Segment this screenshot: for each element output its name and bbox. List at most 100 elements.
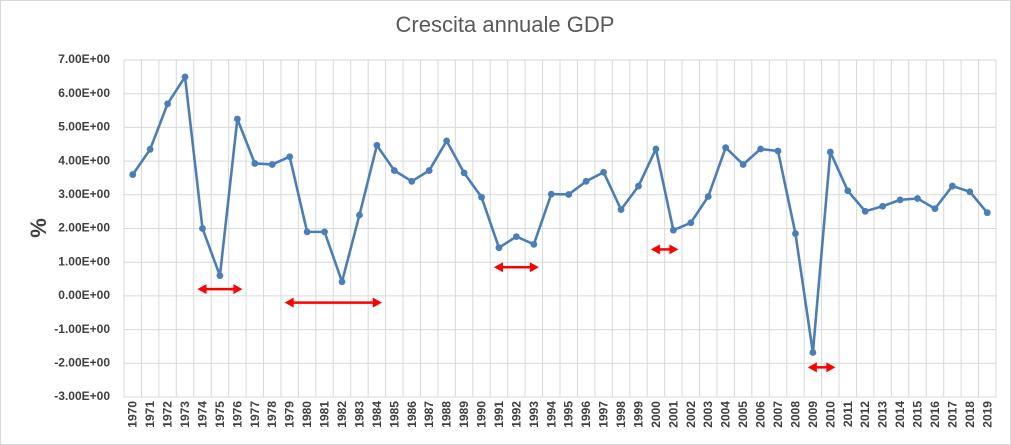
x-tick-label: 1981 [318, 401, 332, 428]
data-point [547, 190, 555, 198]
red-double-arrow [807, 362, 836, 373]
x-tick-label: 2005 [736, 401, 750, 428]
y-tick-label: -1.00E+00 [54, 322, 110, 336]
x-tick-label: 1976 [230, 401, 244, 428]
x-tick-label: 1973 [178, 401, 192, 428]
annotation-layer [197, 244, 836, 373]
data-point [861, 207, 869, 215]
x-tick-label: 1978 [265, 401, 279, 428]
data-point [443, 137, 451, 145]
data-point [722, 144, 730, 152]
data-point [164, 100, 172, 108]
data-point [809, 349, 817, 356]
data-point [704, 193, 712, 200]
x-tick-label: 2017 [945, 401, 959, 428]
data-point [530, 240, 538, 248]
data-point [425, 167, 433, 174]
series-layer [129, 73, 991, 356]
x-tick-label: 1983 [352, 401, 366, 428]
x-tick-label: 1993 [527, 401, 541, 428]
data-point [460, 169, 468, 177]
x-tick-label: 1984 [370, 401, 384, 428]
data-point [844, 187, 852, 195]
data-point [757, 145, 764, 153]
data-point [983, 209, 991, 217]
data-point [652, 145, 660, 153]
x-tick-label: 1975 [213, 401, 227, 428]
x-tick-label: 1994 [544, 401, 558, 428]
red-double-arrow [197, 284, 243, 295]
y-tick-label: 2.00E+00 [58, 221, 110, 235]
data-point [914, 195, 921, 202]
x-axis-tick-labels: 1970 1971 1972 1973 1974 1975 1976 1977 1978 1979… [126, 401, 995, 428]
x-tick-label: 1986 [405, 401, 419, 428]
data-point [617, 206, 625, 214]
x-tick-label: 1999 [631, 401, 645, 428]
data-point [286, 153, 294, 161]
x-tick-label: 2019 [980, 401, 994, 428]
x-tick-label: 2015 [911, 401, 925, 428]
x-tick-label: 1972 [161, 401, 175, 428]
x-tick-label: 2002 [684, 401, 698, 428]
data-point [635, 182, 642, 190]
x-tick-label: 1987 [422, 401, 436, 428]
y-tick-label: 6.00E+00 [58, 86, 110, 100]
data-point [896, 196, 904, 204]
x-tick-label: 1990 [475, 401, 489, 428]
data-point [408, 177, 416, 185]
data-point [600, 168, 607, 176]
data-point [390, 167, 398, 174]
data-point [356, 211, 363, 219]
data-point [146, 145, 154, 153]
y-axis-tick-labels: -3.00E+00 -2.00E+00 -1.00E+00 0.00E+00 1.00E… [54, 52, 110, 403]
x-tick-label: 1989 [457, 401, 471, 428]
y-tick-label: -3.00E+00 [54, 389, 110, 403]
data-point [931, 205, 939, 213]
data-point [495, 244, 503, 252]
data-point [338, 278, 346, 286]
x-tick-label: 2011 [841, 401, 855, 427]
x-tick-label: 1979 [283, 401, 297, 428]
x-tick-label: 1980 [300, 401, 314, 428]
x-tick-label: 2012 [858, 401, 872, 428]
x-tick-label: 1997 [597, 401, 611, 428]
data-point [199, 225, 206, 232]
data-point [216, 272, 224, 280]
x-tick-label: 2009 [806, 401, 820, 428]
data-point [565, 191, 573, 198]
y-tick-label: 5.00E+00 [58, 120, 110, 134]
data-point [792, 230, 799, 237]
data-point [826, 148, 834, 156]
x-tick-label: 1971 [143, 401, 157, 428]
y-tick-label: 1.00E+00 [58, 254, 110, 268]
x-tick-label: 2004 [719, 401, 733, 428]
y-tick-label: -2.00E+00 [54, 355, 110, 369]
chart-title: Crescita annuale GDP [396, 12, 615, 37]
y-tick-label: 3.00E+00 [58, 187, 110, 201]
data-point [879, 202, 887, 210]
y-tick-label: 4.00E+00 [58, 153, 110, 167]
y-axis-label: % [26, 218, 51, 238]
x-tick-label: 2006 [754, 401, 768, 428]
x-tick-label: 2010 [823, 401, 837, 428]
data-point [251, 160, 259, 167]
x-tick-label: 1991 [492, 401, 506, 428]
data-point [129, 171, 137, 178]
data-point [233, 115, 241, 123]
data-point [669, 226, 677, 234]
data-point [268, 161, 276, 168]
data-point [582, 177, 590, 185]
x-tick-label: 2013 [876, 401, 890, 428]
x-tick-label: 1977 [248, 401, 262, 428]
x-tick-label: 2014 [893, 401, 907, 428]
x-tick-label: 2007 [771, 401, 785, 428]
x-tick-label: 1998 [614, 401, 628, 428]
red-double-arrow [284, 297, 382, 308]
x-tick-label: 1996 [579, 401, 593, 428]
data-point [966, 188, 974, 196]
red-double-arrow [493, 262, 539, 273]
x-tick-label: 2003 [701, 401, 715, 428]
